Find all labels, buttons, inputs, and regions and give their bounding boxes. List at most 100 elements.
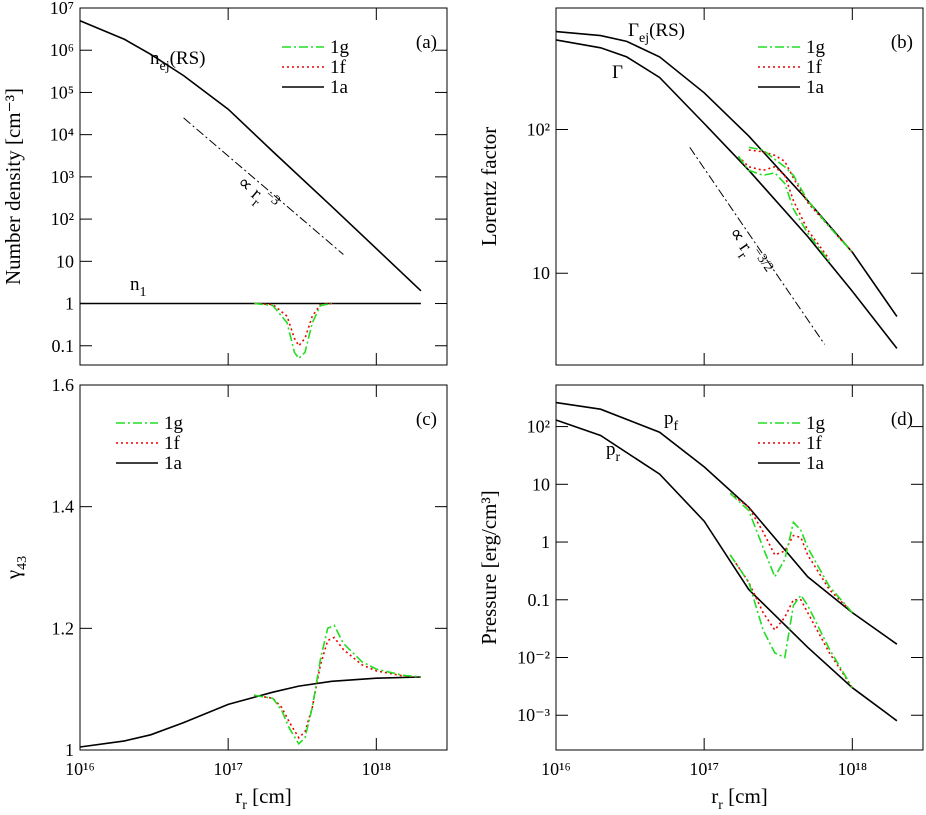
legend-label: 1g [806, 37, 826, 58]
curve-label-part: (RS) [170, 48, 206, 69]
y-tick-label: 10² [527, 417, 550, 437]
curve-label-part: Γ [628, 20, 639, 41]
y-tick-label: 10⁷ [50, 0, 74, 18]
x-axis-label-part: r [242, 798, 247, 813]
data-line [748, 149, 853, 253]
data-line [254, 302, 332, 360]
plot-frame [555, 7, 924, 366]
panel-label: (d) [891, 409, 913, 430]
data-line [254, 636, 421, 740]
y-tick-label: 10² [51, 209, 74, 229]
y-tick-label: 10⁶ [50, 40, 74, 60]
guide-line [689, 147, 826, 345]
x-axis-label: rr [cm] [235, 784, 292, 813]
legend-label: 1g [806, 413, 826, 434]
data-line [729, 554, 853, 689]
x-tick-label: 10¹⁷ [213, 759, 243, 779]
guide-label: ∝ rr−3 [230, 169, 283, 221]
data-line [555, 39, 898, 349]
panel-label: (c) [416, 409, 437, 430]
curve-label: nej(RS) [150, 48, 206, 74]
guide-line [183, 117, 344, 255]
y-axis-label: Lorentz factor [477, 127, 501, 247]
curve-label-part: f [674, 419, 679, 434]
curve-label: n1 [130, 274, 147, 300]
curve-label: Γej(RS) [628, 20, 685, 46]
y-axis-label: Pressure [erg/cm³] [477, 490, 501, 645]
y-axis-label-part: 43 [15, 556, 30, 570]
x-axis-label: rr [cm] [711, 784, 768, 813]
curve-label-part: 1 [140, 285, 147, 300]
data-line [555, 30, 898, 317]
curve-label-part: ej [639, 31, 649, 46]
data-line [254, 624, 421, 746]
legend-label: 1a [164, 453, 183, 474]
y-tick-label: 1 [65, 294, 74, 314]
y-tick-label: 10² [527, 119, 550, 139]
data-line [555, 401, 898, 645]
y-tick-label: 10⁻² [517, 648, 550, 668]
x-tick-label: 10¹⁶ [541, 759, 571, 779]
legend-label: 1f [164, 433, 181, 454]
legend-label: 1g [164, 413, 184, 434]
legend-label: 1a [806, 453, 825, 474]
panel-label: (a) [416, 32, 437, 53]
x-axis-label-part: [cm] [247, 784, 292, 808]
y-axis-label-part: γ [1, 570, 25, 580]
curve-label-part: p [606, 439, 616, 460]
legend-label: 1f [330, 57, 347, 78]
legend-label: 1a [806, 77, 825, 98]
guide-label: ∝ rr−3/2 [720, 221, 776, 283]
curve-label: pf [664, 408, 679, 434]
curve-label-part: ej [160, 59, 170, 74]
x-axis-label-part: r [235, 784, 242, 808]
y-tick-label: 10³ [51, 167, 75, 187]
y-tick-label: 10⁴ [50, 125, 74, 145]
y-tick-label: 1 [65, 740, 74, 760]
legend-label: 1g [330, 37, 350, 58]
y-tick-label: 10 [532, 474, 550, 494]
guide-label-part: −3 [262, 188, 283, 209]
curve-label-part: r [616, 450, 621, 465]
data-line [79, 19, 422, 292]
data-line [555, 419, 898, 722]
legend-label: 1f [806, 433, 823, 454]
x-axis-label-part: r [718, 798, 723, 813]
data-line [729, 492, 853, 614]
guide-label-part: −3/2 [749, 245, 776, 275]
y-tick-label: 10⁵ [50, 82, 74, 102]
y-tick-label: 10 [532, 263, 550, 283]
curve-label-part: p [664, 408, 674, 429]
y-tick-label: 10⁻³ [517, 705, 551, 725]
y-axis-label: Number density [cm⁻³] [1, 88, 25, 285]
legend-label: 1f [806, 57, 823, 78]
x-tick-label: 10¹⁶ [65, 759, 95, 779]
y-tick-label: 0.1 [528, 590, 551, 610]
y-axis-label: γ43 [1, 556, 30, 580]
data-line [79, 676, 421, 748]
x-axis-label-part: [cm] [723, 784, 768, 808]
x-axis-label-part: r [711, 784, 718, 808]
data-line [748, 146, 853, 253]
curve-label: Γ [612, 62, 623, 83]
x-tick-label: 10¹⁷ [689, 759, 719, 779]
y-tick-label: 0.1 [52, 336, 75, 356]
curve-label-part: n [150, 48, 160, 69]
plot-frame [79, 7, 448, 366]
y-tick-label: 10 [56, 251, 74, 271]
curve-label-part: Γ [612, 62, 623, 83]
y-tick-label: 1.6 [52, 375, 75, 395]
curve-label-part: n [130, 274, 140, 295]
y-tick-label: 1.4 [52, 497, 75, 517]
plot-frame [555, 384, 924, 751]
data-line [737, 155, 831, 263]
y-tick-label: 1.2 [52, 618, 75, 638]
legend-label: 1a [330, 77, 349, 98]
panel-label: (b) [891, 32, 913, 53]
plot-frame [79, 384, 448, 751]
y-tick-label: 1 [541, 532, 550, 552]
curve-label: pr [606, 439, 621, 465]
data-line [254, 302, 332, 348]
x-tick-label: 10¹⁸ [837, 759, 867, 779]
